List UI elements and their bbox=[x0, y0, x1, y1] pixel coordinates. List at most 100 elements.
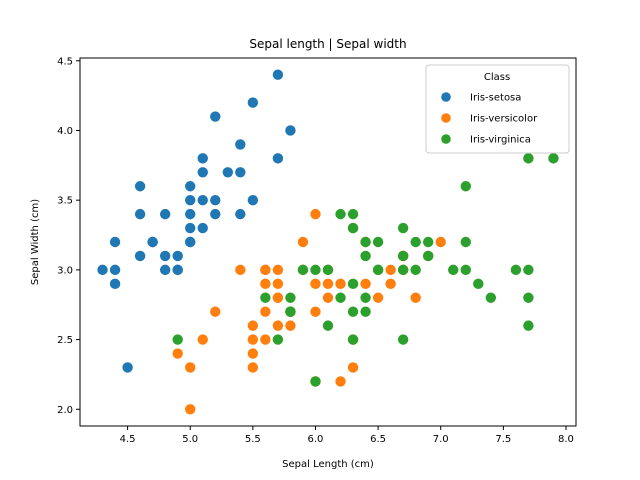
data-point bbox=[159, 264, 171, 276]
data-point bbox=[272, 264, 284, 276]
data-point bbox=[523, 292, 534, 303]
data-point bbox=[134, 250, 146, 262]
data-point bbox=[197, 153, 208, 164]
legend-entry-label: Iris-virginica bbox=[470, 135, 531, 146]
data-point bbox=[310, 376, 321, 387]
data-point bbox=[109, 236, 121, 248]
data-point bbox=[360, 236, 371, 248]
data-point bbox=[397, 334, 409, 345]
data-point bbox=[134, 181, 146, 192]
data-point bbox=[385, 264, 396, 276]
legend: Class Iris-setosa Iris-versicolor Iris-vir… bbox=[425, 64, 570, 154]
data-point bbox=[360, 306, 371, 317]
data-point bbox=[310, 306, 321, 317]
data-point bbox=[423, 250, 434, 262]
y-tick-label: 2.5 bbox=[57, 335, 73, 346]
data-point bbox=[172, 348, 183, 359]
data-point bbox=[473, 278, 484, 290]
legend-entry-label: Iris-setosa bbox=[470, 93, 521, 104]
y-tick-label: 2.0 bbox=[57, 405, 73, 416]
legend-box bbox=[425, 64, 570, 154]
data-point bbox=[335, 278, 346, 290]
data-point bbox=[260, 264, 271, 276]
data-point bbox=[285, 306, 296, 317]
data-point bbox=[285, 292, 296, 303]
y-tick-label: 3.5 bbox=[57, 196, 73, 207]
legend-title: Class bbox=[484, 72, 510, 83]
x-axis-label: Sepal Length (cm) bbox=[282, 459, 374, 470]
data-point bbox=[310, 208, 321, 220]
data-point bbox=[310, 264, 321, 276]
data-point bbox=[122, 362, 133, 373]
data-point bbox=[335, 208, 346, 220]
data-point bbox=[510, 264, 522, 276]
data-point bbox=[260, 292, 271, 303]
data-point bbox=[235, 264, 246, 276]
x-tick-label: 4.5 bbox=[120, 434, 136, 445]
data-point bbox=[185, 404, 196, 415]
data-point bbox=[448, 264, 459, 276]
data-point bbox=[197, 222, 208, 234]
data-point bbox=[272, 334, 284, 345]
legend-marker bbox=[441, 134, 451, 144]
data-point bbox=[360, 278, 371, 290]
data-point bbox=[372, 292, 384, 303]
x-tick-label: 7.5 bbox=[495, 434, 511, 445]
data-point bbox=[97, 264, 108, 276]
data-point bbox=[197, 167, 208, 178]
y-tick-label: 3.0 bbox=[57, 265, 73, 276]
data-point bbox=[435, 236, 446, 248]
data-point bbox=[210, 208, 221, 220]
data-point bbox=[335, 376, 346, 387]
legend-entry-label: Iris-versicolor bbox=[470, 114, 538, 125]
data-point bbox=[410, 292, 421, 303]
data-point bbox=[297, 264, 309, 276]
legend-marker bbox=[441, 92, 451, 102]
data-point bbox=[410, 236, 421, 248]
data-point bbox=[247, 334, 259, 345]
data-point bbox=[423, 236, 434, 248]
data-point bbox=[109, 278, 121, 290]
data-point bbox=[272, 320, 284, 331]
data-point bbox=[322, 320, 334, 331]
data-point bbox=[272, 292, 284, 303]
data-point bbox=[360, 250, 371, 262]
data-point bbox=[385, 278, 396, 290]
data-point bbox=[523, 320, 534, 331]
y-tick-label: 4.5 bbox=[57, 56, 73, 67]
data-point bbox=[185, 194, 196, 206]
plot-area-frame bbox=[79, 57, 577, 427]
y-tick-label: 4.0 bbox=[57, 126, 73, 137]
data-point bbox=[260, 306, 271, 317]
data-point bbox=[347, 222, 359, 234]
data-point bbox=[247, 194, 259, 206]
data-point bbox=[247, 320, 259, 331]
data-point bbox=[235, 139, 246, 150]
data-point bbox=[197, 194, 208, 206]
data-point bbox=[460, 181, 471, 192]
data-point bbox=[185, 362, 196, 373]
data-point bbox=[548, 153, 559, 164]
x-tick-label: 8.0 bbox=[558, 434, 574, 445]
data-point bbox=[172, 264, 183, 276]
x-tick-label: 6.5 bbox=[370, 434, 386, 445]
data-point bbox=[285, 125, 296, 136]
data-point bbox=[397, 222, 409, 234]
data-points bbox=[97, 69, 559, 415]
data-point bbox=[285, 320, 296, 331]
data-point bbox=[347, 362, 359, 373]
data-point bbox=[210, 111, 221, 122]
data-point bbox=[347, 306, 359, 317]
data-point bbox=[523, 153, 534, 164]
data-point bbox=[322, 278, 334, 290]
y-axis-label: Sepal Width (cm) bbox=[30, 199, 41, 285]
data-point bbox=[109, 264, 121, 276]
data-point bbox=[210, 194, 221, 206]
data-point bbox=[347, 334, 359, 345]
data-point bbox=[272, 153, 284, 164]
legend-marker bbox=[441, 113, 451, 123]
chart-title: Sepal length | Sepal width bbox=[249, 37, 406, 51]
data-point bbox=[272, 69, 284, 80]
data-point bbox=[523, 264, 534, 276]
data-point bbox=[197, 334, 208, 345]
